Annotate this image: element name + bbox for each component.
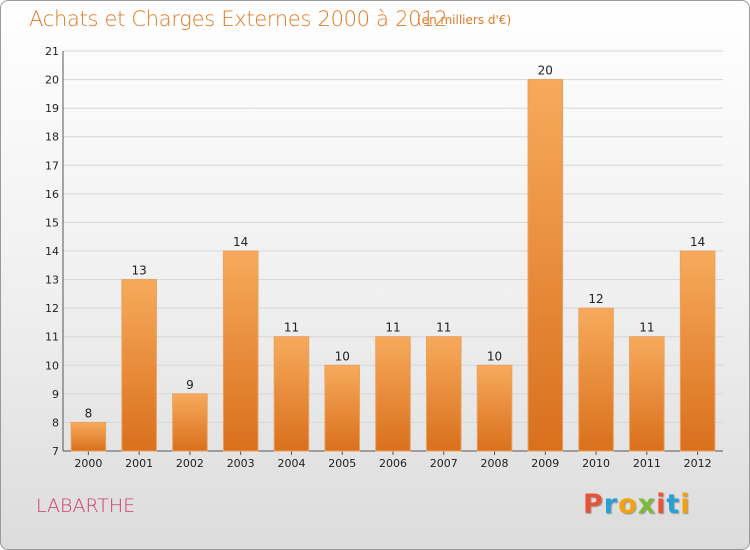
y-tick-label: 14 (45, 245, 59, 258)
x-tick-label: 2003 (227, 457, 255, 470)
data-label: 12 (588, 292, 603, 306)
x-tick-label: 2010 (582, 457, 610, 470)
x-tick-label: 2002 (176, 457, 204, 470)
logo-letter: P (583, 489, 604, 520)
bar (324, 364, 360, 452)
bar (70, 421, 107, 452)
chart-title: Achats et Charges Externes 2000 à 2012 (29, 7, 448, 31)
bar (121, 279, 157, 452)
y-tick-label: 8 (52, 416, 59, 429)
x-tick-label: 2006 (379, 457, 407, 470)
x-tick-label: 2011 (633, 457, 661, 470)
logo-letter: i (680, 489, 691, 520)
labels: 8 13 9 14 11 10 11 11 10 20 12 11 14 (85, 64, 706, 421)
data-label: 11 (436, 321, 451, 335)
data-label: 11 (639, 321, 654, 335)
data-label: 10 (487, 349, 502, 363)
bar (172, 393, 208, 452)
logo-letter: t (666, 489, 681, 520)
y-tick-label: 21 (45, 45, 59, 58)
x-tick-label: 2000 (74, 457, 102, 470)
data-label: 13 (132, 264, 147, 278)
y-tick-label: 10 (45, 359, 59, 372)
y-tick-label: 20 (45, 74, 59, 87)
bar (476, 364, 513, 452)
logo-letter: x (637, 489, 657, 520)
y-tick-label: 18 (45, 131, 59, 144)
x-tick-label: 2008 (481, 457, 509, 470)
y-tick-label: 13 (45, 274, 59, 287)
data-label: 10 (335, 349, 350, 363)
x-tick-label: 2005 (328, 457, 356, 470)
y-tick-label: 19 (45, 102, 59, 115)
data-label: 14 (233, 235, 248, 249)
y-tick-label: 12 (45, 302, 59, 315)
data-label: 9 (186, 378, 194, 392)
commune-name: LABARTHE (36, 495, 136, 517)
logo-letter: r (603, 489, 619, 520)
x-tick-label: 2001 (125, 457, 153, 470)
bar (629, 336, 665, 452)
x-tick-label: 2009 (531, 457, 559, 470)
chart-unit: (en milliers d'€) (417, 13, 512, 27)
bar (426, 336, 462, 452)
y-tick-label: 16 (45, 188, 59, 201)
data-label: 14 (690, 235, 705, 249)
bar (527, 79, 564, 452)
bar (222, 250, 259, 452)
y-tick-label: 17 (45, 159, 59, 172)
proxiti-logo[interactable]: Proxiti (583, 489, 691, 520)
x-tick-label: 2004 (277, 457, 305, 470)
data-label: 11 (284, 321, 299, 335)
bar (578, 307, 614, 452)
y-tick-label: 7 (52, 445, 59, 458)
x-tick-label: 2007 (430, 457, 458, 470)
bar (375, 336, 411, 452)
bar (273, 336, 310, 452)
bar (679, 250, 716, 452)
y-tick-label: 11 (45, 331, 59, 344)
logo-letter: i (656, 489, 667, 520)
y-tick-label: 15 (45, 216, 59, 229)
bars (70, 79, 716, 452)
data-label: 20 (538, 64, 553, 78)
logo-letter: o (618, 489, 638, 520)
x-tick-label: 2012 (684, 457, 712, 470)
data-label: 8 (85, 406, 93, 420)
axes: 7 8 9 10 11 12 13 14 15 16 17 18 19 20 21 2000 2001 2002 2… (45, 45, 723, 470)
y-tick-label: 9 (52, 388, 59, 401)
data-label: 11 (385, 321, 400, 335)
